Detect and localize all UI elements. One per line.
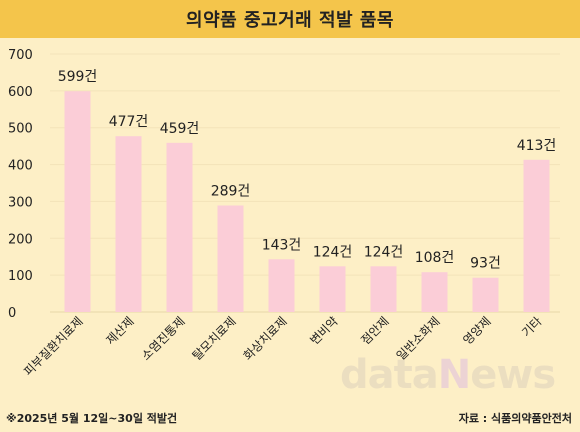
data-label: 289건 (211, 183, 251, 199)
watermark-part-a: data (340, 352, 439, 398)
x-tick-label: 기타 (519, 314, 545, 340)
x-tick-label: 영양제 (460, 314, 493, 347)
y-tick-label: 500 (8, 122, 33, 137)
chart-title: 의약품 중고거래 적발 품목 (186, 10, 394, 31)
bar (472, 277, 499, 312)
chart-area: 0 100 200 300 400 500 600 700 599건 477건 459건 289건 14… (0, 38, 580, 398)
bar (421, 272, 448, 312)
data-label: 477건 (109, 114, 149, 130)
x-tick-label: 화상치료제 (241, 314, 290, 363)
y-tick-label: 600 (8, 85, 33, 100)
bar (370, 266, 397, 312)
y-tick-label: 100 (8, 269, 33, 284)
footer-source: 자료 : 식품의약품안전처 (458, 412, 572, 425)
y-tick-label: 200 (8, 232, 33, 247)
bar-chart: 0 100 200 300 400 500 600 700 599건 477건 459건 289건 14… (8, 48, 560, 379)
bar (319, 266, 346, 312)
y-tick-label: 300 (8, 195, 33, 210)
bar (166, 142, 193, 312)
data-label: 124건 (313, 244, 353, 260)
bar (115, 136, 142, 312)
data-label: 459건 (160, 121, 200, 137)
datanews-watermark: dataNews (340, 352, 556, 398)
watermark-part-c: ews (470, 352, 556, 398)
x-tick-label: 점안제 (358, 314, 391, 347)
title-bar: 의약품 중고거래 적발 품목 (0, 0, 580, 38)
y-tick-label: 700 (8, 48, 33, 63)
data-label: 93건 (470, 256, 501, 272)
bar (268, 259, 295, 312)
x-tick-label: 탈모치료제 (190, 314, 239, 363)
data-label: 599건 (58, 69, 98, 85)
data-label: 143건 (262, 237, 302, 253)
footer-note: ※2025년 5월 12일~30일 적발건 (6, 412, 178, 425)
data-label: 124건 (364, 244, 404, 260)
watermark-part-b: N (437, 352, 471, 398)
bar (523, 159, 550, 312)
bar (64, 91, 91, 313)
bar (217, 205, 244, 312)
y-tick-label: 400 (8, 159, 33, 174)
data-label: 413건 (517, 138, 557, 154)
x-tick-label: 변비약 (307, 314, 341, 348)
x-tick-label: 소염진통제 (139, 314, 188, 363)
data-label: 108건 (415, 250, 455, 266)
x-tick-label: 피부질환치료제 (21, 314, 86, 379)
y-tick-label: 0 (8, 306, 16, 321)
x-tick-label: 제산제 (103, 314, 136, 347)
